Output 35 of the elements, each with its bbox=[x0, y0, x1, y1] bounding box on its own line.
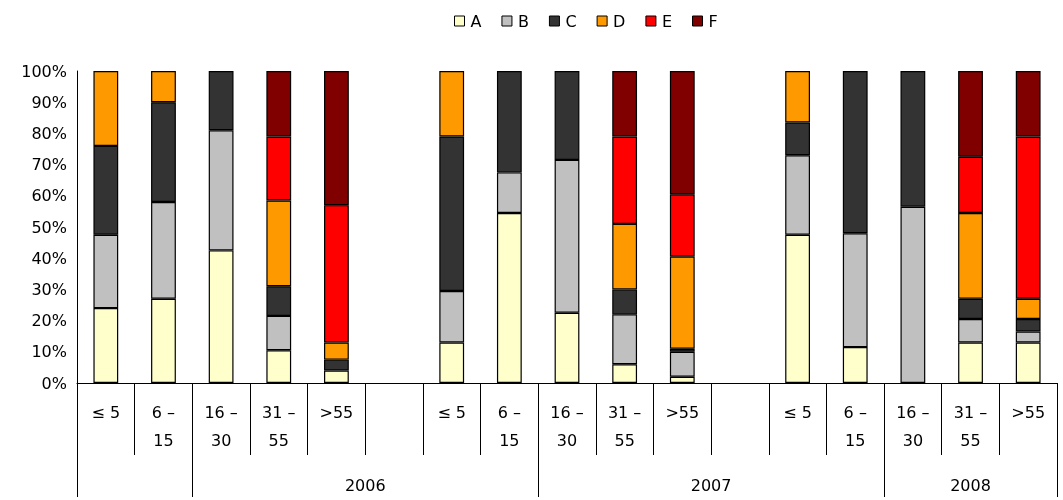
y-tick-label: 80% bbox=[31, 123, 67, 143]
text: 2008 bbox=[950, 475, 991, 495]
text: 2006 bbox=[344, 475, 386, 495]
x-tick-label: ≤ 5 bbox=[437, 402, 467, 422]
x-tick-label: >55 bbox=[319, 402, 354, 422]
legend-label: D bbox=[613, 11, 626, 31]
x-tick-label: >55 bbox=[1011, 402, 1046, 422]
legend-label: A bbox=[470, 11, 482, 31]
y-tick-label: 20% bbox=[31, 311, 67, 331]
y-tick-label: 100% bbox=[21, 61, 67, 81]
x-tick-label: 16 – 30 bbox=[896, 402, 930, 450]
y-tick-label: 90% bbox=[31, 92, 67, 112]
x-tick-label: 31 – 55 bbox=[953, 402, 988, 450]
y-tick-label: 10% bbox=[31, 342, 67, 362]
x-tick-label: >55 bbox=[665, 402, 700, 422]
y-tick-label: 60% bbox=[31, 186, 67, 206]
x-tick-label: 31 – 55 bbox=[607, 402, 642, 450]
x-tick-label: 6 – 15 bbox=[843, 402, 867, 450]
x-tick-label: ≤ 5 bbox=[783, 402, 812, 422]
x-tick-label: 31 – 55 bbox=[262, 402, 296, 450]
x-tick-label: 16 – 30 bbox=[550, 402, 584, 450]
y-tick-label: 40% bbox=[31, 248, 67, 268]
text: 2007 bbox=[690, 475, 732, 495]
y-tick-label: 30% bbox=[31, 279, 67, 299]
y-tick-label: 50% bbox=[31, 217, 67, 237]
x-tick-label: 6 – 15 bbox=[497, 402, 521, 450]
y-tick-label: 0% bbox=[41, 373, 67, 393]
x-tick-label: 16 – 30 bbox=[204, 402, 238, 450]
legend-label: F bbox=[708, 11, 718, 31]
x-tick-label: ≤ 5 bbox=[91, 402, 121, 422]
x-tick-label: 6 – 15 bbox=[151, 402, 176, 450]
legend-label: B bbox=[517, 11, 529, 31]
legend-label: C bbox=[565, 11, 577, 31]
legend-label: E bbox=[661, 11, 673, 31]
y-tick-label: 70% bbox=[31, 155, 67, 175]
